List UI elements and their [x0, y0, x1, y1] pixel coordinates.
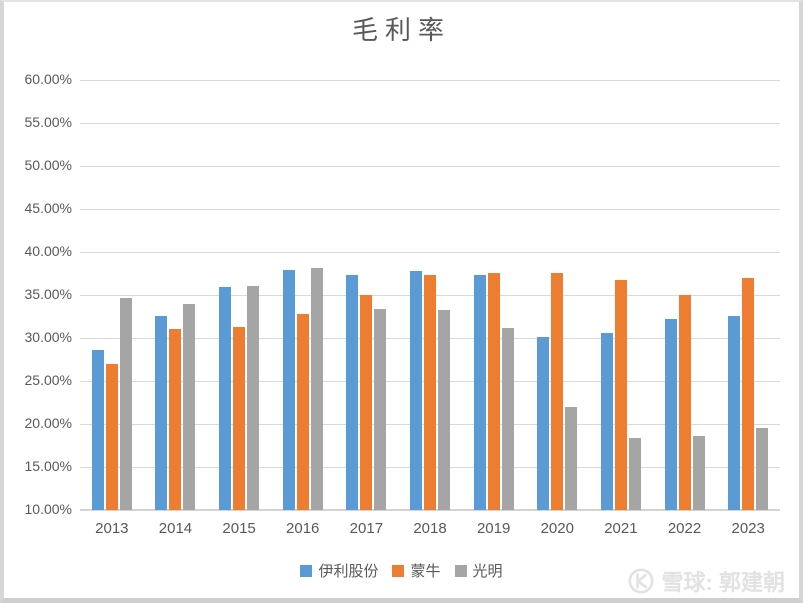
y-tick-label: 50.00%	[24, 157, 72, 173]
bar-光明-2013	[120, 298, 132, 510]
bar-蒙牛-2021	[615, 280, 627, 510]
x-axis-label: 2021	[604, 520, 638, 537]
y-tick-label: 15.00%	[24, 458, 72, 474]
bar-光明-2019	[502, 328, 514, 510]
y-tick-label: 35.00%	[24, 286, 72, 302]
bar-光明-2014	[183, 304, 195, 510]
bar-蒙牛-2020	[551, 273, 563, 510]
bar-伊利股份-2015	[219, 287, 231, 510]
chart-title: 毛利率	[351, 15, 451, 45]
bar-蒙牛-2019	[488, 273, 500, 510]
bar-光明-2023	[756, 428, 768, 510]
bar-蒙牛-2014	[169, 329, 181, 510]
x-axis-label: 2022	[667, 520, 702, 537]
legend-label: 光明	[472, 563, 503, 580]
legend-swatch-icon	[392, 564, 405, 577]
y-tick-label: 55.00%	[24, 114, 72, 130]
watermark: 雪球: 郭建朝	[628, 565, 785, 597]
bar-光明-2021	[629, 438, 641, 510]
bar-伊利股份-2020	[537, 337, 549, 510]
bar-伊利股份-2018	[410, 271, 422, 510]
bar-伊利股份-2022	[665, 319, 677, 510]
bar-蒙牛-2015	[233, 327, 245, 510]
bar-蒙牛-2023	[742, 278, 754, 510]
watermark-text: 雪球: 郭建朝	[661, 570, 785, 595]
y-tick-label: 10.00%	[24, 501, 72, 517]
bar-伊利股份-2019	[474, 275, 486, 510]
bar-光明-2016	[311, 268, 323, 510]
gridline-10.00%	[80, 509, 780, 511]
bar-伊利股份-2013	[92, 350, 104, 510]
bar-伊利股份-2014	[155, 316, 167, 510]
bar-伊利股份-2016	[283, 270, 295, 510]
y-tick-label: 25.00%	[24, 372, 72, 388]
x-axis-label: 2020	[540, 520, 574, 537]
bar-光明-2018	[438, 310, 450, 510]
plot-area: 60.00% 55.00% 50.00% 45.00% 40.00% 35.00% 30.0…	[25, 71, 780, 537]
bar-光明-2020	[565, 407, 577, 510]
x-axis-label: 2019	[476, 520, 511, 537]
gridline-45.00%	[80, 209, 780, 210]
x-axis-label: 2014	[158, 520, 193, 537]
legend-label: 伊利股份	[318, 563, 379, 580]
bar-伊利股份-2021	[601, 333, 613, 510]
legend-swatch-icon	[300, 564, 313, 577]
gridline-55.00%	[80, 123, 780, 124]
y-tick-label: 45.00%	[24, 200, 72, 216]
bar-蒙牛-2017	[360, 295, 372, 510]
gridline-50.00%	[80, 166, 780, 167]
bar-伊利股份-2023	[728, 316, 740, 510]
x-axis-label: 2017	[349, 520, 384, 537]
xueqiu-snowball-icon	[628, 568, 654, 594]
legend-swatch-icon	[454, 564, 467, 577]
bar-蒙牛-2013	[106, 364, 118, 510]
x-axis-label: 2018	[413, 520, 447, 537]
x-axis-label: 2013	[95, 520, 129, 537]
x-axis-label: 2023	[731, 520, 765, 537]
gridline-60.00%	[80, 80, 780, 81]
y-tick-label: 60.00%	[24, 71, 72, 87]
x-axis-label: 2016	[286, 520, 320, 537]
legend-item-伊利股份: 伊利股份	[300, 560, 378, 581]
y-tick-label: 40.00%	[24, 243, 72, 259]
bar-光明-2022	[693, 436, 705, 510]
y-tick-label: 30.00%	[24, 329, 72, 345]
bar-蒙牛-2018	[424, 275, 436, 510]
legend-label: 蒙牛	[410, 563, 441, 580]
x-axis-label: 2015	[222, 520, 256, 537]
legend-item-蒙牛: 蒙牛	[392, 560, 441, 581]
bar-光明-2015	[247, 286, 259, 510]
bar-伊利股份-2017	[346, 275, 358, 510]
gridline-40.00%	[80, 252, 780, 253]
y-tick-label: 20.00%	[24, 415, 72, 431]
bar-蒙牛-2016	[297, 314, 309, 510]
bar-光明-2017	[374, 309, 386, 510]
legend-item-光明: 光明	[454, 560, 503, 581]
bar-蒙牛-2022	[679, 295, 691, 510]
legend: 伊利股份 蒙牛 光明	[4, 560, 799, 581]
